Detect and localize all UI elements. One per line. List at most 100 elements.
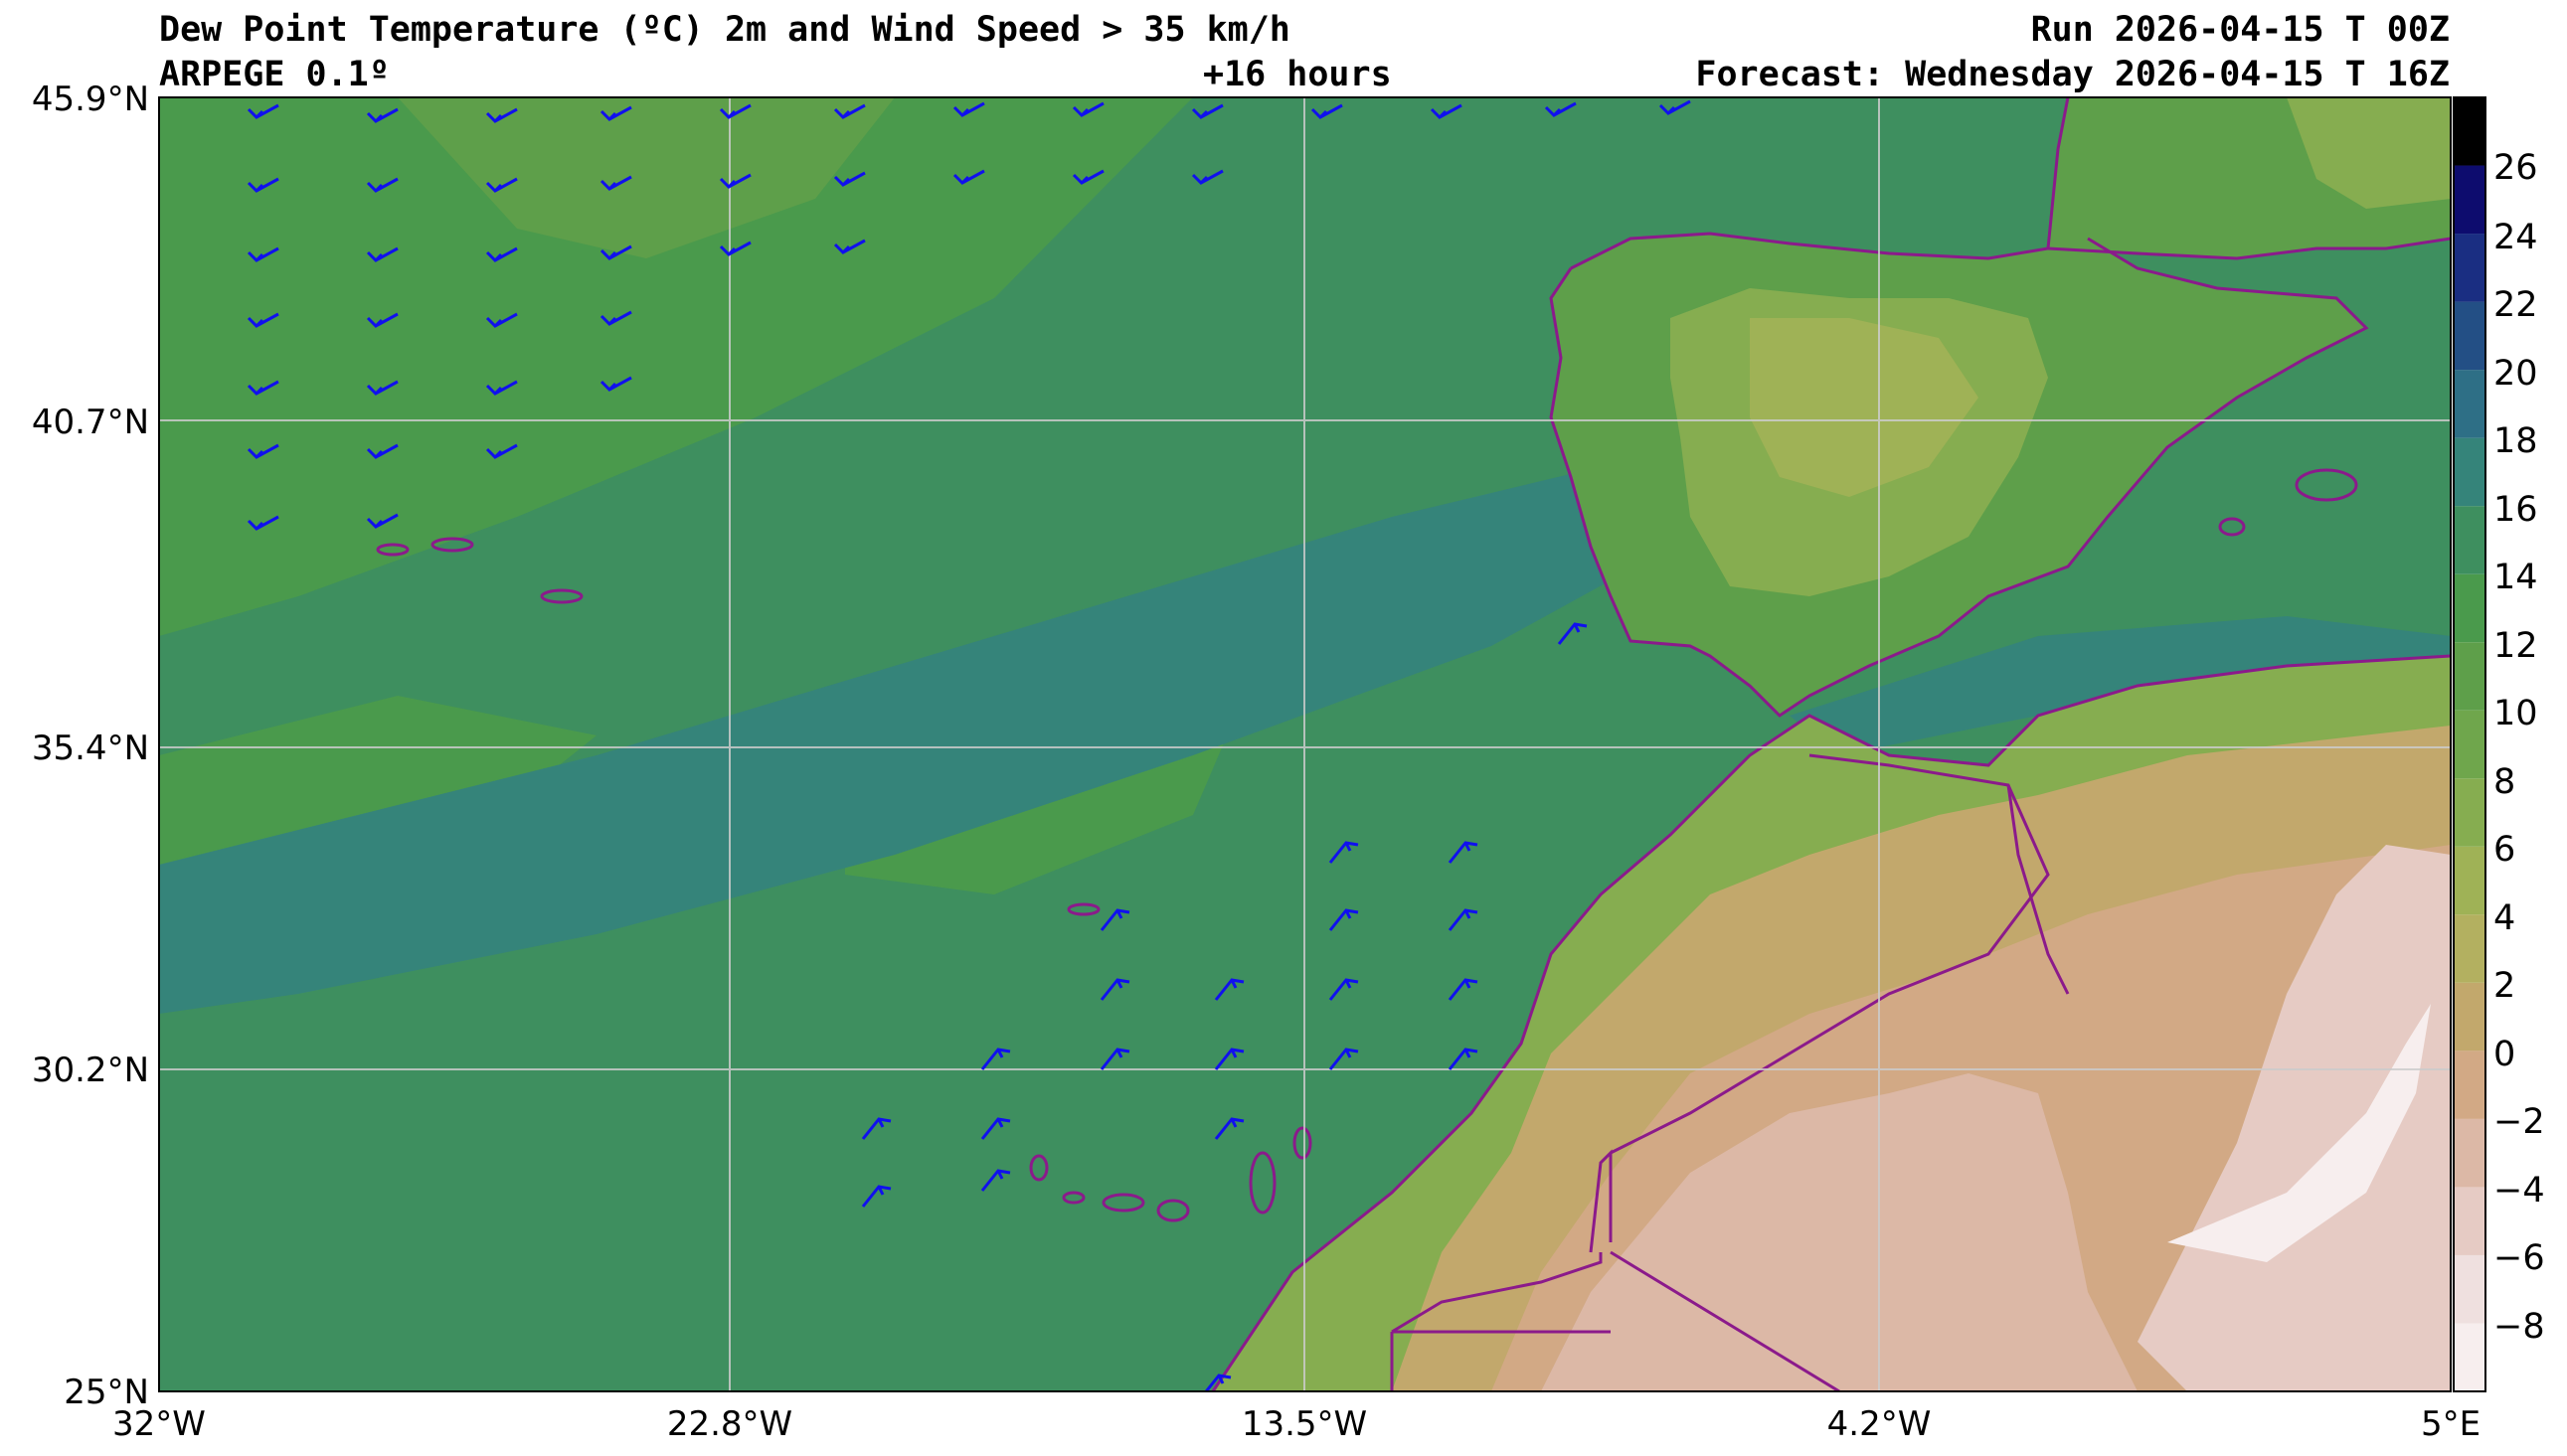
- wind-barb: [366, 177, 399, 193]
- azores-island: [540, 588, 584, 604]
- canary-island: [1249, 1151, 1277, 1214]
- map-title: Dew Point Temperature (ºC) 2m and Wind S…: [159, 10, 1290, 50]
- wind-barb: [599, 376, 632, 392]
- colorbar-band: [2454, 710, 2485, 779]
- wind-barb: [719, 103, 752, 119]
- colorbar-band: [2454, 437, 2485, 507]
- wind-barb: [485, 380, 518, 396]
- wind-barb: [861, 1185, 892, 1208]
- wind-barb: [1214, 1117, 1245, 1140]
- border-western-sahara: [1391, 1252, 1603, 1334]
- wind-barb: [1448, 841, 1478, 864]
- wind-barb: [485, 312, 518, 328]
- wind-barb: [1214, 978, 1245, 1001]
- colorbar-tick-label: 26: [2493, 148, 2538, 188]
- iberia-meseta: [1750, 318, 1978, 497]
- lon-tick-label: 22.8°W: [667, 1404, 792, 1444]
- wind-barb: [1448, 1048, 1478, 1070]
- wind-barb: [247, 103, 279, 119]
- wind-barb: [861, 1117, 892, 1140]
- border-segment: [1390, 1330, 1611, 1391]
- colorbar-band: [2454, 1051, 2485, 1119]
- iberia-coast: [1549, 237, 2369, 718]
- humid-band: [159, 457, 1690, 1014]
- colorbar-tick-label: 10: [2493, 694, 2538, 733]
- colorbar-tick-label: 14: [2493, 558, 2538, 597]
- wind-barb: [247, 177, 279, 193]
- wind-barb: [485, 443, 518, 459]
- colorbar-band: [2454, 914, 2485, 983]
- wind-barb: [1328, 1048, 1359, 1070]
- colorbar-tick-label: 18: [2493, 421, 2538, 461]
- colorbar-band: [2454, 506, 2485, 574]
- wind-barb: [599, 244, 632, 260]
- colorbar-band: [2454, 846, 2485, 915]
- france-south-coast: [2047, 237, 2451, 260]
- wind-barb: [833, 171, 866, 187]
- wind-barb: [719, 241, 752, 256]
- lat-tick-label: 35.4°N: [32, 728, 149, 768]
- wind-barb: [599, 175, 632, 191]
- lat-tick-label: 25°N: [64, 1373, 149, 1412]
- wind-barb: [1328, 908, 1359, 931]
- driest-field: [2167, 1004, 2431, 1262]
- madeira-island: [1067, 902, 1101, 916]
- map-frame: [158, 96, 2452, 1392]
- border-algeria: [2006, 784, 2070, 995]
- colorbar-band: [2454, 370, 2485, 438]
- wind-barb: [833, 103, 866, 119]
- wind-barb: [599, 310, 632, 326]
- wind-barb: [247, 515, 279, 531]
- wind-barb: [366, 380, 399, 396]
- run-label: Run 2026-04-15 T 00Z: [2030, 10, 2450, 50]
- wind-barb: [1310, 103, 1343, 119]
- colorbar-tick-label: 0: [2493, 1035, 2515, 1074]
- wind-barb: [1448, 978, 1478, 1001]
- wind-barb: [1100, 1048, 1130, 1070]
- wind-barb: [247, 246, 279, 262]
- colorbar-tick-label: 12: [2493, 626, 2538, 666]
- colorbar-band: [2454, 1118, 2485, 1188]
- lon-tick-label: 13.5°W: [1242, 1404, 1367, 1444]
- wind-barb: [599, 105, 632, 121]
- wind-barb: [1544, 101, 1577, 117]
- africa-coast: [1211, 654, 2451, 1391]
- map-area: [159, 97, 2451, 1391]
- wind-barb: [485, 246, 518, 262]
- colorbar-band: [2454, 234, 2485, 302]
- wind-barb: [366, 443, 399, 459]
- canary-island: [1292, 1126, 1312, 1160]
- colorbar-band: [2454, 1187, 2485, 1255]
- colorbar-tick-label: −8: [2493, 1307, 2545, 1347]
- north-atlantic-field-light: [398, 97, 895, 258]
- wind-barb: [1100, 978, 1130, 1001]
- wind-barb: [485, 107, 518, 123]
- southwest-patch: [159, 696, 597, 875]
- balearic-island: [2218, 517, 2246, 537]
- wind-barb: [1072, 101, 1105, 117]
- colorbar-tick-label: −4: [2493, 1171, 2545, 1211]
- wind-barb: [1072, 169, 1105, 185]
- colorbar-tick-label: 2: [2493, 966, 2515, 1006]
- border-mauritania: [1589, 1149, 1613, 1253]
- colorbar-band: [2454, 778, 2485, 847]
- colorbar-band: [2454, 1323, 2485, 1391]
- wind-barb: [1430, 103, 1462, 119]
- lat-tick-label: 45.9°N: [32, 80, 149, 119]
- azores-island: [376, 543, 410, 557]
- wind-barb: [366, 107, 399, 123]
- wind-barb: [952, 169, 985, 185]
- colorbar-tick-label: −6: [2493, 1238, 2545, 1278]
- lat-axis: 45.9°N 40.7°N 35.4°N 30.2°N 25°N: [32, 80, 149, 1412]
- wind-barb: [1204, 1374, 1232, 1391]
- colorbar-band: [2454, 982, 2485, 1052]
- lon-tick-label: 32°W: [112, 1404, 206, 1444]
- canary-island: [1102, 1193, 1145, 1213]
- colorbar-band: [2454, 573, 2485, 643]
- balearic-island: [2295, 468, 2358, 502]
- wind-barb: [1191, 169, 1224, 185]
- canary-island: [1029, 1154, 1049, 1182]
- lat-tick-label: 40.7°N: [32, 403, 149, 442]
- lead-time-label: +16 hours: [1203, 55, 1392, 94]
